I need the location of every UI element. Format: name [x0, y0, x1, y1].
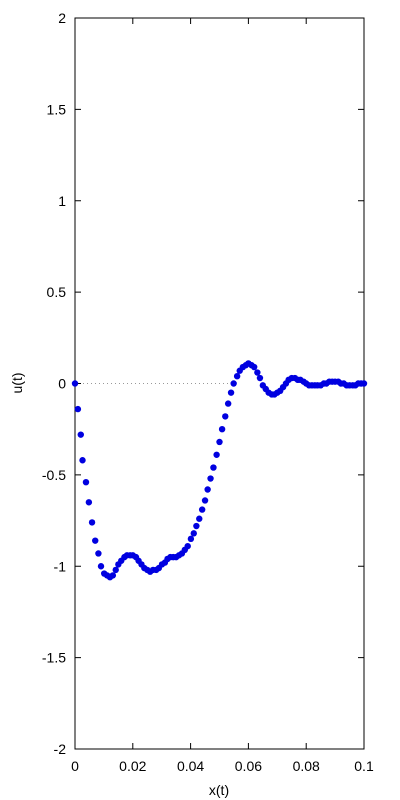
x-tick-label: 0.1 [354, 758, 374, 774]
data-point [77, 431, 84, 438]
data-point [97, 563, 105, 570]
data-point [254, 369, 261, 376]
data-point [210, 464, 217, 471]
data-point [218, 425, 226, 433]
data-point [256, 374, 264, 382]
data-point [360, 380, 368, 387]
x-tick-label: 0.08 [293, 758, 320, 774]
data-point [193, 522, 200, 530]
y-tick-label: -0.5 [42, 467, 66, 483]
y-tick-label: 1 [58, 193, 66, 209]
y-tick-label: -1.5 [42, 650, 66, 666]
data-point [250, 363, 258, 371]
data-point [112, 566, 119, 574]
y-tick-label: 1.5 [47, 101, 67, 117]
data-point [79, 457, 86, 464]
x-tick-label: 0.04 [177, 758, 204, 774]
data-point [224, 400, 232, 407]
data-point [198, 506, 206, 513]
data-point [196, 515, 203, 522]
y-axis-label: u(t) [9, 373, 25, 394]
data-point [92, 537, 99, 544]
y-tick-label: 0 [58, 376, 66, 392]
x-axis-label: x(t) [209, 782, 229, 798]
data-point [230, 380, 237, 387]
data-point [204, 486, 211, 493]
data-point [184, 542, 191, 550]
data-points [71, 360, 368, 581]
x-tick-label: 0.06 [235, 758, 262, 774]
y-tick-label: -2 [54, 741, 67, 757]
data-point [74, 405, 82, 413]
data-point [201, 497, 209, 504]
y-tick-label: 2 [58, 10, 66, 26]
x-tick-label: 0.02 [119, 758, 146, 774]
y-tick-label: -1 [54, 558, 67, 574]
data-point [71, 380, 79, 387]
data-point [213, 451, 220, 458]
data-point [187, 535, 195, 543]
data-point [207, 475, 214, 482]
y-tick-label: 0.5 [47, 284, 67, 300]
data-point [216, 438, 223, 446]
y-tick-labels: -2 -1.5 -1 -0.5 0 0.5 1 1.5 2 [42, 10, 66, 757]
data-point [190, 530, 197, 537]
data-point [95, 550, 102, 557]
data-point [88, 519, 96, 526]
data-point [82, 478, 90, 486]
x-tick-labels: 0 0.02 0.04 0.06 0.08 0.1 [71, 758, 374, 774]
x-tick-label: 0 [71, 758, 79, 774]
data-point [222, 413, 229, 420]
data-point [233, 372, 241, 380]
data-point [109, 572, 117, 579]
data-point [227, 389, 235, 396]
data-point [85, 499, 93, 506]
